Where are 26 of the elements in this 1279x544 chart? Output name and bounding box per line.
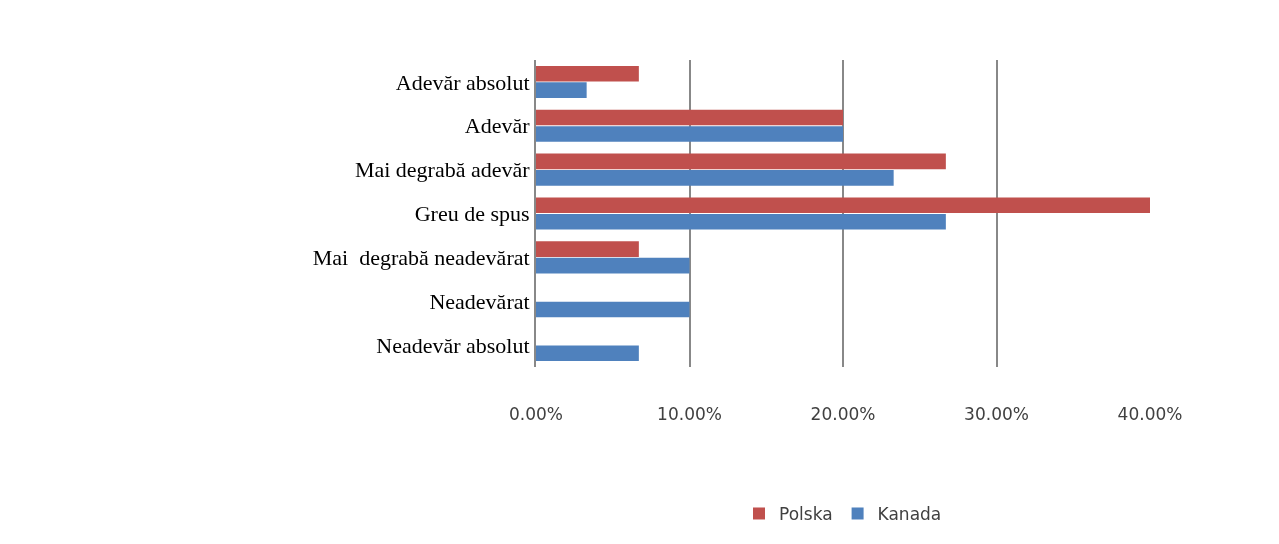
x-tick-label: 10.00% bbox=[657, 404, 722, 424]
bar bbox=[536, 301, 690, 318]
legend-label: Polska bbox=[779, 504, 833, 525]
legend-label: Kanada bbox=[877, 504, 942, 525]
bar bbox=[536, 65, 639, 82]
bar bbox=[536, 197, 1150, 214]
y-tick-label: Adevăr absolut bbox=[395, 69, 530, 95]
x-tick-label: 40.00% bbox=[1117, 404, 1183, 424]
bar bbox=[536, 126, 843, 142]
bar bbox=[536, 345, 639, 362]
bar bbox=[536, 82, 587, 98]
y-tick-label: Greu de spus bbox=[414, 201, 530, 227]
bar bbox=[536, 170, 894, 186]
y-tick-label: Mai degrabă neadevărat bbox=[312, 245, 530, 271]
x-tick-label: 0.00% bbox=[508, 404, 564, 424]
x-tick-label: 20.00% bbox=[810, 404, 876, 424]
bar bbox=[536, 241, 639, 257]
y-tick-label: Mai degrabă adevăr bbox=[354, 157, 531, 183]
y-tick-label: Neadevăr absolut bbox=[376, 332, 530, 358]
bar bbox=[536, 153, 946, 170]
bar bbox=[536, 109, 843, 126]
x-tick-label: 30.00% bbox=[964, 404, 1029, 424]
y-tick-label: Adevăr bbox=[464, 113, 531, 139]
y-tick-label: Neadevărat bbox=[429, 288, 530, 314]
bar bbox=[536, 257, 690, 274]
bar bbox=[536, 213, 946, 230]
